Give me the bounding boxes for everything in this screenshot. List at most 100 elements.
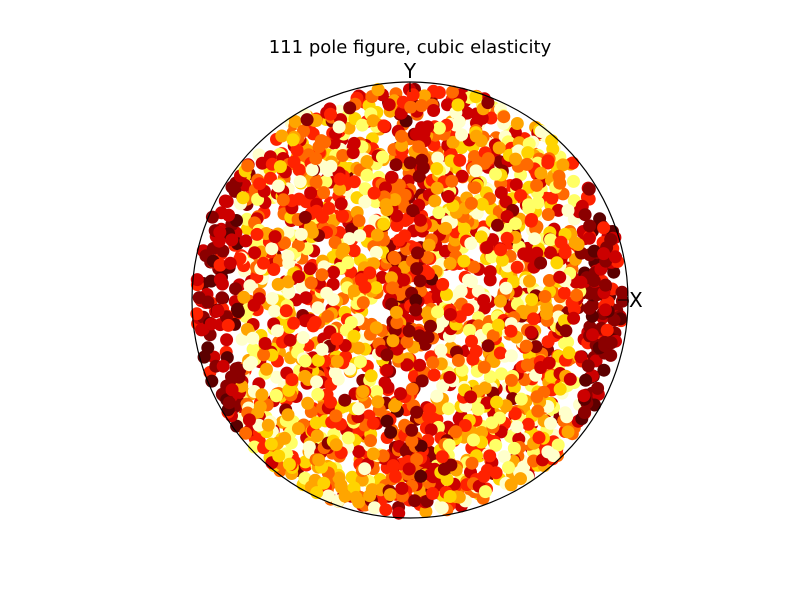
pole-point — [413, 329, 427, 343]
pole-point — [235, 332, 249, 346]
pole-point — [489, 167, 502, 181]
pole-point — [504, 349, 518, 363]
pole-point — [578, 208, 592, 222]
pole-point — [441, 98, 454, 112]
pole-point — [392, 506, 406, 520]
pole-point — [286, 133, 300, 147]
pole-point — [347, 329, 361, 343]
pole-point — [489, 466, 503, 480]
pole-point — [343, 101, 357, 115]
pole-point — [571, 238, 585, 251]
pole-point — [586, 328, 599, 342]
pole-point — [213, 225, 227, 239]
pole-point — [257, 256, 270, 270]
pole-point — [483, 370, 497, 384]
pole-point — [435, 450, 449, 464]
pole-point — [380, 203, 394, 217]
pole-point — [397, 273, 411, 287]
pole-point — [356, 296, 370, 310]
pole-point — [298, 369, 312, 383]
pole-point — [460, 106, 474, 120]
pole-point — [376, 150, 389, 164]
pole-point — [415, 99, 428, 113]
pole-point — [352, 341, 366, 355]
pole-point — [525, 293, 539, 307]
pole-point — [292, 270, 306, 284]
pole-point — [265, 292, 279, 305]
pole-point — [230, 302, 244, 316]
pole-point — [281, 225, 295, 239]
pole-point — [298, 354, 312, 368]
pole-point — [264, 437, 278, 451]
pole-point — [384, 170, 398, 184]
pole-point — [395, 138, 409, 152]
pole-point — [550, 256, 564, 270]
pole-point — [561, 425, 575, 439]
pole-point — [242, 413, 256, 427]
pole-point — [248, 246, 262, 260]
pole-point — [406, 204, 420, 218]
pole-point — [213, 273, 227, 287]
pole-point — [477, 294, 491, 307]
pole-point — [346, 146, 360, 160]
pole-point — [190, 273, 204, 287]
pole-point — [225, 383, 239, 397]
pole-point — [453, 153, 467, 167]
pole-point — [432, 121, 446, 135]
pole-point — [494, 367, 508, 381]
pole-point — [521, 417, 535, 431]
pole-point — [583, 219, 597, 233]
pole-point — [468, 181, 482, 195]
pole-point — [267, 263, 281, 276]
pole-point — [400, 358, 414, 372]
pole-point — [252, 418, 266, 432]
pole-point — [380, 348, 394, 362]
pole-point — [483, 273, 497, 287]
pole-point — [434, 343, 448, 357]
pole-point — [405, 423, 419, 437]
pole-point — [265, 242, 279, 256]
pole-point — [432, 206, 446, 220]
pole-point — [478, 485, 492, 499]
pole-point — [544, 246, 557, 260]
pole-point — [534, 125, 548, 138]
pole-point — [469, 344, 483, 358]
pole-point — [390, 209, 404, 223]
pole-point — [250, 227, 264, 241]
pole-point — [296, 331, 310, 344]
pole-point — [491, 318, 505, 332]
pole-point — [545, 134, 559, 148]
pole-point — [237, 290, 251, 304]
pole-point — [409, 127, 423, 141]
pole-point — [559, 324, 573, 338]
pole-point — [477, 469, 491, 483]
pole-point — [553, 382, 567, 396]
pole-point — [427, 104, 441, 117]
pole-point — [331, 372, 345, 386]
pole-point — [272, 449, 286, 463]
pole-point — [229, 282, 242, 296]
pole-point — [452, 115, 466, 129]
pole-point — [276, 193, 290, 207]
pole-point — [301, 396, 315, 410]
pole-point — [326, 277, 340, 291]
pole-point — [215, 291, 229, 305]
pole-point — [311, 387, 325, 401]
pole-point — [364, 434, 377, 448]
pole-point — [481, 339, 495, 353]
pole-point — [461, 303, 475, 317]
pole-point — [369, 245, 383, 259]
pole-point — [480, 396, 494, 410]
pole-point — [514, 472, 527, 486]
pole-point — [510, 260, 524, 274]
pole-point — [338, 489, 352, 503]
pole-point — [310, 429, 324, 443]
pole-point — [529, 340, 543, 354]
pole-point — [317, 186, 331, 200]
pole-point — [381, 380, 395, 394]
pole-point — [474, 230, 488, 244]
pole-point — [366, 114, 380, 128]
pole-point — [455, 169, 469, 183]
pole-point — [321, 489, 335, 503]
